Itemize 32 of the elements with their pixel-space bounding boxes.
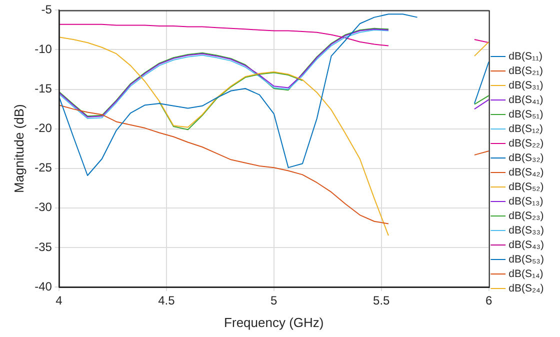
y-axis-title: Magnitude (dB) [11, 104, 26, 194]
legend-label: dB(S₁₃) [508, 195, 544, 208]
x-tick-label: 5 [270, 294, 278, 308]
legend-label: dB(S₄₂) [508, 166, 544, 178]
legend-label: dB(S₁₄) [508, 268, 544, 280]
y-tick-label: -40 [34, 279, 52, 294]
legend-label: dB(S₅₁) [508, 108, 544, 120]
legend-label: dB(S₂₂) [508, 137, 544, 150]
legend-label: dB(S₁₁) [508, 50, 543, 62]
legend-label: dB(S₁₂) [508, 122, 544, 135]
y-tick-label: -30 [34, 200, 52, 214]
legend-label: dB(S₂₃) [508, 210, 544, 222]
legend-label: dB(S₄₁) [508, 94, 544, 106]
legend-label: dB(S₃₂) [508, 152, 544, 164]
legend-label: dB(S₅₃) [508, 253, 544, 266]
legend-label: dB(S₅₂) [508, 180, 544, 193]
x-tick-label: 4 [56, 294, 63, 308]
legend-label: dB(S₃₃) [508, 224, 544, 236]
y-tick-label: -25 [34, 160, 52, 175]
y-tick-label: -5 [41, 2, 52, 17]
y-tick-label: -35 [34, 240, 52, 254]
x-axis-title: Frequency (GHz) [224, 314, 324, 330]
y-tick-label: -10 [34, 42, 52, 56]
legend-label: dB(S₃₁) [508, 79, 544, 92]
x-tick-label: 4.5 [158, 294, 176, 308]
legend-label: dB(S₂₁) [508, 64, 544, 77]
legend-label: dB(S₂₄) [508, 282, 544, 294]
legend-label: dB(S₄₃) [508, 238, 544, 251]
x-tick-label: 5.5 [373, 294, 390, 308]
y-tick-label: -15 [34, 82, 52, 96]
y-tick-label: -20 [34, 121, 52, 136]
x-tick-label: 6 [486, 294, 493, 308]
